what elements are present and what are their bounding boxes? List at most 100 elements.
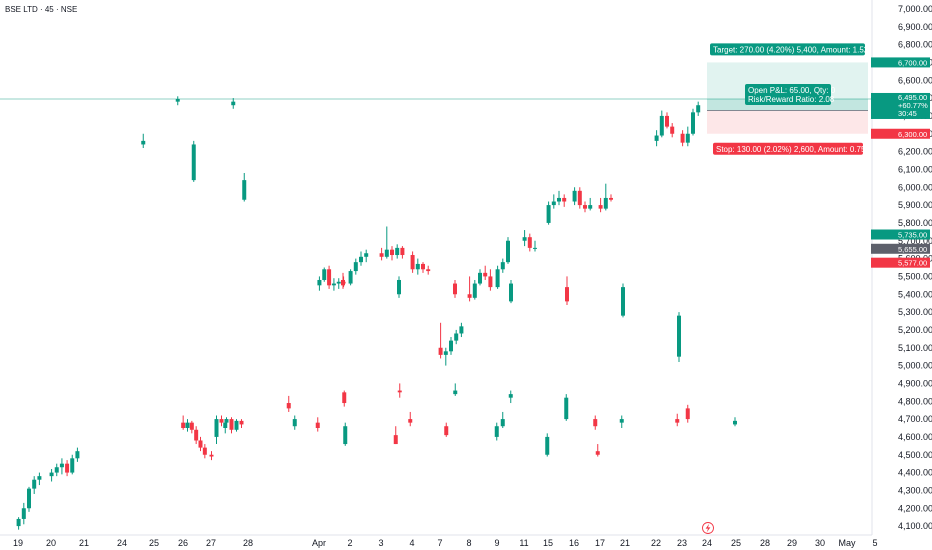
candle-body [593,419,598,427]
price-tick-label: 6,600.00 [898,75,932,85]
price-tick-label: 4,100.00 [898,521,932,531]
stop-label[interactable]: Stop: 130.00 (2.02%) 2,600, Amount: 0.75 [713,142,866,155]
price-tick-label: 4,200.00 [898,503,932,513]
candle-body [438,347,443,355]
target-label[interactable]: Target: 270.00 (4.20%) 5,400, Amount: 1.… [710,43,869,56]
candle-body [343,426,348,445]
open-pnl-label[interactable]: Open P&L: 65.00, Qty: 0 Risk/Reward Rati… [745,83,836,105]
time-tick-label: 21 [79,538,89,548]
candle-body [242,180,247,200]
candle-body [478,272,482,284]
candle-body [209,454,214,457]
candle-body [665,115,669,127]
candle-body [691,112,695,134]
candle-body [234,420,239,430]
time-tick-label: 28 [243,538,253,548]
candle-body [239,420,244,425]
time-tick-label: 16 [569,538,579,548]
price-badge-bg [871,243,930,254]
last-price-badge-bg [871,92,930,119]
price-tick-label: 5,000.00 [898,361,932,371]
price-badge-bg [871,57,930,68]
candle-body [219,419,224,423]
candle-body [598,205,603,209]
candle-body [459,326,464,334]
candle-body [194,429,199,441]
candle-body [16,518,21,527]
candle-body [522,237,527,241]
price-tick-label: 5,500.00 [898,271,932,281]
price-tick-label: 5,300.00 [898,307,932,317]
price-tick-label: 4,600.00 [898,432,932,442]
target-label-text: Target: 270.00 (4.20%) 5,400, Amount: 1.… [713,45,869,54]
candle-body [527,237,532,248]
candle-body [685,133,690,143]
time-tick-label: 28 [760,538,770,548]
candle-body [65,463,70,473]
time-tick-label: 3 [378,538,383,548]
candle-body [472,283,477,298]
candle-body [621,287,625,316]
candle-body [557,197,561,202]
candle-body [619,419,624,423]
price-tick-label: 5,700.00 [898,236,932,246]
price-badge-text: 5,577.00 [898,259,927,268]
price-tick-label: 4,400.00 [898,468,932,478]
time-tick-label: 20 [46,538,56,548]
candle-body [564,397,569,420]
last-price-text: 6,495.00 [898,93,927,102]
stop-zone[interactable] [707,110,868,134]
candle-body [400,247,405,256]
stop-label-text: Stop: 130.00 (2.02%) 2,600, Amount: 0.75 [716,145,866,154]
price-badge-bg [871,229,930,240]
time-tick-label: 15 [543,538,553,548]
candle-body [603,197,608,209]
candle-body [595,451,600,455]
time-tick-label: Apr [312,538,326,548]
candle-body [494,426,499,437]
bar-countdown: 30:45 [898,109,917,118]
candle-body [588,205,593,209]
price-badge-text: 5,735.00 [898,231,927,240]
time-axis[interactable]: 19 20 21 24 25 26 27 28 Apr 2 3 4 7 8 9 11 15 16 17 21 22 23 2… [0,534,878,548]
chart-title: BSE LTD · 45 · NSE [5,5,77,14]
candle-body [229,419,234,430]
candle-body [680,133,685,143]
candle-body [453,283,457,295]
price-tick-label: 5,400.00 [898,289,932,299]
candle-body [454,333,459,341]
time-tick-label: 7 [437,538,442,548]
candle-body [696,105,701,113]
price-tick-label: 6,200.00 [898,147,932,157]
candle-body [364,253,369,257]
candle-body [70,458,75,473]
lightning-icon[interactable] [702,522,714,534]
candle-body [384,249,389,257]
open-pnl-text: Open P&L: 65.00, Qty: 0 [748,86,836,95]
candle-body [327,269,332,286]
price-badge-bg [871,128,930,139]
candle-body [342,392,347,404]
candle-body [483,272,488,277]
price-tick-label: 4,700.00 [898,414,932,424]
target-label-bg [710,43,865,56]
time-tick-label: 19 [13,538,23,548]
candle-body [395,247,400,256]
candle-body [453,390,458,395]
candle-body [331,283,336,286]
candle-body [506,240,510,263]
candle-body [495,269,500,288]
candle-body [508,394,513,398]
open-pnl-label-bg [745,83,831,105]
price-badges: 6,700.006,430.006,300.005,735.005,655.00… [871,57,930,268]
candle-body [733,420,737,425]
candle-body [426,269,431,272]
time-tick-label: 29 [787,538,797,548]
candle-body [562,197,567,202]
candle-body [397,279,401,295]
candle-body [231,101,236,106]
time-tick-label: 4 [409,538,414,548]
candle-body [500,419,505,427]
candle-body [565,287,569,302]
